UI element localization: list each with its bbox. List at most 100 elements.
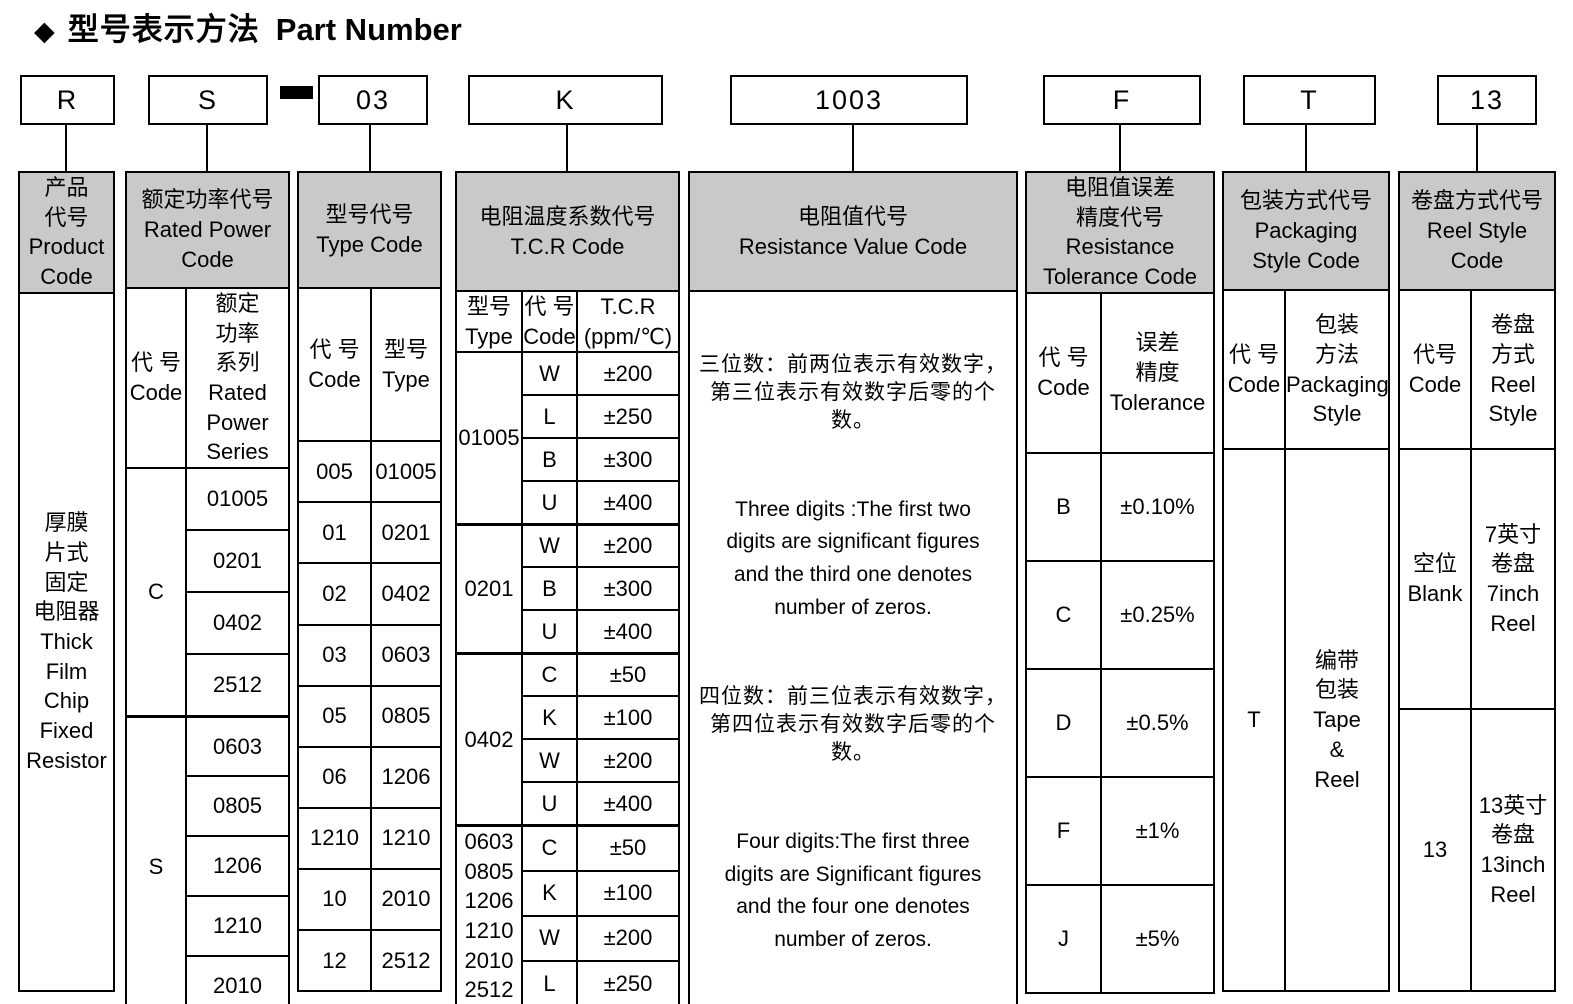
tolerance-value-cell: ±0.5%	[1100, 667, 1215, 778]
rated-power-subheader-series: 额定 功率 系列 Rated Power Series	[185, 286, 290, 470]
column-type-code: 型号代号 Type Code 代 号 Code 型号 Type 005 01005…	[297, 170, 442, 993]
type-cell: 2512	[370, 928, 442, 993]
tolerance-subheader-code: 代 号 Code	[1025, 291, 1102, 454]
part-box-type: 03	[318, 75, 428, 125]
tcr-code-cell: W	[521, 351, 578, 397]
rated-power-series-cell: 2512	[185, 653, 290, 718]
connector-line	[1476, 125, 1478, 172]
tcr-value-cell: ±250	[576, 959, 680, 1004]
type-code-cell: 12	[297, 928, 372, 993]
type-code-header: 型号代号 Type Code	[297, 170, 442, 290]
tolerance-code-cell: J	[1025, 883, 1102, 994]
reel-style-cell: 13英寸 卷盘 13inch Reel	[1470, 708, 1556, 992]
type-code-subheader-type: 型号 Type	[370, 287, 442, 443]
type-cell: 0603	[370, 623, 442, 687]
type-code-cell: 05	[297, 684, 372, 748]
reel-code-cell: 13	[1398, 708, 1472, 992]
tcr-code-cell: W	[521, 522, 578, 569]
tolerance-code-cell: C	[1025, 559, 1102, 670]
rated-power-series-cell: 0805	[185, 775, 290, 838]
rated-power-series-cell: 0402	[185, 591, 290, 656]
type-code-cell: 03	[297, 623, 372, 687]
tolerance-value-cell: ±0.10%	[1100, 451, 1215, 562]
part-box-rated-power: S	[148, 75, 268, 125]
rated-power-header: 额定功率代号 Rated Power Code	[125, 171, 290, 289]
rated-power-group-code: C	[125, 467, 187, 718]
type-cell: 0805	[370, 684, 442, 748]
tolerance-value-cell: ±5%	[1100, 883, 1215, 994]
column-rated-power-code: 额定功率代号 Rated Power Code 代 号 Code 额定 功率 系…	[125, 171, 290, 1004]
type-code-cell: 02	[297, 562, 372, 626]
page-title-en: Part Number	[275, 12, 462, 47]
type-cell: 1210	[370, 806, 442, 870]
product-code-body: 厚膜 片式 固定 电阻器 Thick Film Chip Fixed Resis…	[18, 291, 115, 993]
type-code-cell: 005	[297, 440, 372, 504]
tcr-value-cell: ±50	[576, 651, 680, 698]
tcr-type-group: 0603 0805 1206 1210 2010 2512	[455, 823, 523, 1004]
tolerance-code-cell: F	[1025, 775, 1102, 886]
tcr-value-cell: ±200	[576, 351, 680, 397]
tcr-header: 电阻温度系数代号 T.C.R Code	[455, 171, 680, 292]
resistance-value-header: 电阻值代号 Resistance Value Code	[688, 171, 1018, 292]
tcr-code-cell: L	[521, 959, 578, 1004]
product-code-header: 产品 代号 Product Code	[18, 171, 115, 294]
packaging-header: 包装方式代号 Packaging Style Code	[1222, 171, 1390, 291]
tcr-subheader-type: 型号 Type	[455, 289, 523, 354]
rated-power-series-cell: 0201	[185, 529, 290, 594]
tolerance-header: 电阻值误差 精度代号 Resistance Tolerance Code	[1025, 171, 1215, 294]
tcr-value-cell: ±200	[576, 522, 680, 569]
reel-subheader-code: 代号 Code	[1398, 289, 1472, 450]
tolerance-subheader-tol: 误差 精度 Tolerance	[1100, 291, 1215, 454]
rated-power-series-cell: 1206	[185, 835, 290, 898]
type-cell: 1206	[370, 745, 442, 809]
connector-line	[1119, 125, 1121, 172]
type-cell: 0201	[370, 501, 442, 565]
dash-separator	[280, 86, 313, 99]
resistance-value-body: 三位数：前两位表示有效数字， 第三位表示有效数字后零的个数。 Three dig…	[688, 290, 1018, 1004]
type-code-cell: 10	[297, 867, 372, 931]
column-reel-code: 卷盘方式代号 Reel Style Code 代号 Code 卷盘 方式 Ree…	[1398, 171, 1556, 992]
tcr-type-group: 0402	[455, 651, 523, 827]
tcr-code-cell: C	[521, 651, 578, 698]
tcr-code-cell: K	[521, 695, 578, 741]
reel-header: 卷盘方式代号 Reel Style Code	[1398, 171, 1556, 291]
reel-code-cell: 空位 Blank	[1398, 448, 1472, 710]
type-code-cell: 01	[297, 501, 372, 565]
type-code-cell: 06	[297, 745, 372, 809]
tolerance-code-cell: B	[1025, 451, 1102, 562]
rated-power-series-cell: 01005	[185, 467, 290, 532]
column-product-code: 产品 代号 Product Code 厚膜 片式 固定 电阻器 Thick Fi…	[18, 171, 115, 993]
tcr-value-cell: ±300	[576, 566, 680, 612]
three-digit-rule-en: Three digits :The first two digits are s…	[726, 497, 980, 619]
tcr-value-cell: ±300	[576, 437, 680, 483]
four-digit-rule-zh: 四位数：前三位表示有效数字， 第四位表示有效数字后零的个数。	[699, 685, 1007, 764]
tcr-value-cell: ±200	[576, 738, 680, 784]
rated-power-series-cell: 1210	[185, 895, 290, 958]
tolerance-value-cell: ±1%	[1100, 775, 1215, 886]
part-box-packaging: T	[1243, 75, 1376, 125]
rated-power-subheader-code: 代 号 Code	[125, 286, 187, 470]
four-digit-rule-en: Four digits:The first three digits are S…	[724, 830, 982, 951]
tcr-code-cell: W	[521, 914, 578, 962]
part-box-tcr: K	[468, 75, 663, 125]
connector-line	[566, 125, 568, 172]
connector-line	[369, 125, 371, 172]
reel-subheader-style: 卷盘 方式 Reel Style	[1470, 289, 1556, 450]
rated-power-series-cell: 2010	[185, 955, 290, 1004]
tcr-code-cell: C	[521, 823, 578, 872]
rated-power-group-code: S	[125, 714, 187, 1004]
part-box-product: R	[20, 75, 115, 125]
tcr-value-cell: ±400	[576, 609, 680, 655]
column-resistance-value-code: 电阻值代号 Resistance Value Code 三位数：前两位表示有效数…	[688, 171, 1018, 1004]
tcr-code-cell: B	[521, 437, 578, 483]
tcr-code-cell: U	[521, 609, 578, 655]
page-title: ◆ 型号表示方法 Part Number	[34, 4, 462, 49]
type-code-subheader-code: 代 号 Code	[297, 287, 372, 443]
packaging-code-cell: T	[1222, 448, 1286, 992]
tcr-value-cell: ±100	[576, 695, 680, 741]
column-tcr-code: 电阻温度系数代号 T.C.R Code 型号 Type 代 号 Code T.C…	[455, 171, 680, 1004]
type-cell: 01005	[370, 440, 442, 504]
packaging-subheader-code: 代 号 Code	[1222, 289, 1286, 450]
reel-style-cell: 7英寸 卷盘 7inch Reel	[1470, 448, 1556, 710]
